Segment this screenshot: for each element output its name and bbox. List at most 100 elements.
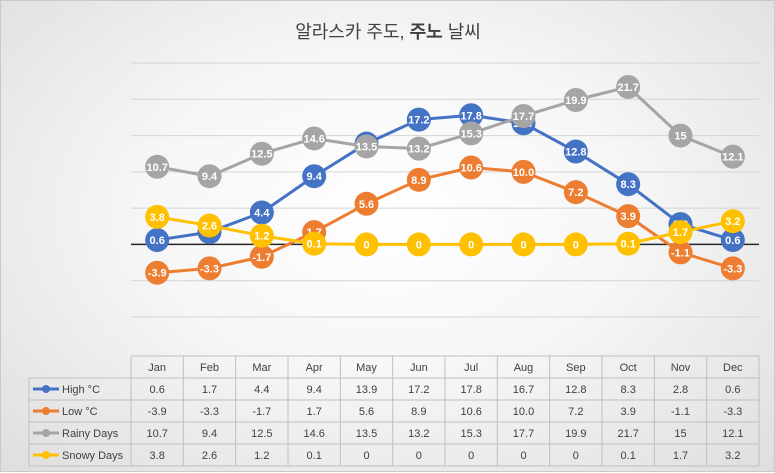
data-label: 0 <box>573 239 579 251</box>
table-cell: 7.2 <box>568 406 583 418</box>
data-label: 3.2 <box>725 216 740 228</box>
series-line <box>156 85 734 178</box>
data-label: -3.3 <box>200 263 219 275</box>
data-label: 19.9 <box>565 95 586 107</box>
table-cell: 17.7 <box>513 428 534 440</box>
title-part: 주노 <box>410 22 443 42</box>
data-point <box>406 107 431 132</box>
table-cell: 1.7 <box>673 450 688 462</box>
data-point <box>406 136 431 161</box>
data-point <box>563 88 588 113</box>
data-label: 3.8 <box>150 212 165 224</box>
x-tick-label: Jan <box>148 362 166 374</box>
data-label: 12.1 <box>722 152 743 164</box>
data-point <box>145 154 170 179</box>
x-tick-label: Aug <box>514 362 534 374</box>
data-point <box>720 209 745 234</box>
data-label: 9.4 <box>202 171 218 183</box>
table-cell: 12.8 <box>565 384 586 396</box>
table-cell: 8.9 <box>411 406 426 418</box>
table-cell: 15 <box>674 428 686 440</box>
x-tick-label: Feb <box>200 362 219 374</box>
data-point <box>563 232 588 257</box>
x-tick-label: May <box>356 362 377 374</box>
data-label: 10.6 <box>460 163 481 175</box>
title-part: 알라스카 주도, <box>295 22 409 42</box>
data-label: 0 <box>468 239 474 251</box>
data-label: -3.3 <box>723 263 742 275</box>
data-point <box>302 126 327 151</box>
data-point <box>197 164 222 189</box>
legend-label: Low °C <box>62 406 98 418</box>
data-point <box>302 231 327 256</box>
table-cell: 0 <box>363 450 369 462</box>
data-label: 12.5 <box>251 149 272 161</box>
data-point <box>720 256 745 281</box>
data-label: 13.5 <box>356 141 377 153</box>
data-point <box>459 232 484 257</box>
data-table: Jan Feb Mar Apr May Jun Jul Aug Sep Oct Nov Dec High… <box>28 355 760 467</box>
data-label: 4.4 <box>254 207 270 219</box>
table-cell: 3.2 <box>725 450 740 462</box>
data-point <box>145 204 170 229</box>
data-point <box>197 213 222 238</box>
table-cell: 10.0 <box>513 406 534 418</box>
series-rainy-days: 10.7 9.4 12.5 14.6 13.5 13.2 15.3 17.7 19.9 21.7 1… <box>145 74 745 189</box>
table-cell: -3.3 <box>723 406 742 418</box>
data-label: 0 <box>520 239 526 251</box>
table-cell: 10.6 <box>460 406 481 418</box>
legend-marker <box>42 407 50 415</box>
data-label: 9.4 <box>307 171 323 183</box>
data-point <box>459 155 484 180</box>
gridlines <box>131 62 759 318</box>
data-label: 15.3 <box>460 128 481 140</box>
data-point <box>197 256 222 281</box>
data-label: 1.7 <box>673 227 688 239</box>
x-tick-label: Jun <box>410 362 428 374</box>
x-tick-label: Oct <box>620 362 637 374</box>
table-cell: 21.7 <box>617 428 638 440</box>
table-cell: 0.6 <box>150 384 165 396</box>
data-label: 0.6 <box>725 235 740 247</box>
data-label: 3.9 <box>621 211 636 223</box>
data-label: 17.2 <box>408 115 429 127</box>
data-label: 0 <box>416 239 422 251</box>
table-cell: -3.9 <box>148 406 167 418</box>
table-cell: 17.8 <box>460 384 481 396</box>
legend-label: Snowy Days <box>62 450 124 462</box>
table-cell: 19.9 <box>565 428 586 440</box>
table-cell: -1.7 <box>252 406 271 418</box>
data-point <box>668 240 693 265</box>
table-cell: 4.4 <box>254 384 269 396</box>
data-label: 7.2 <box>568 187 583 199</box>
data-point <box>616 172 641 197</box>
data-label: 8.9 <box>411 175 426 187</box>
table-cell: 14.6 <box>303 428 324 440</box>
data-label: 12.8 <box>565 147 586 159</box>
data-point <box>249 200 274 225</box>
data-label: 0.1 <box>621 239 636 251</box>
series-layer: 0.61.74.49.413.917.217.816.712.88.32.80.… <box>145 74 745 285</box>
legend-marker <box>42 451 50 459</box>
data-point <box>720 228 745 253</box>
table-cell: -1.1 <box>671 406 690 418</box>
data-label: 21.7 <box>617 82 638 94</box>
data-point <box>511 159 536 184</box>
data-point <box>668 220 693 245</box>
data-label: 1.2 <box>254 231 269 243</box>
data-label: -1.1 <box>671 247 690 259</box>
data-point <box>511 232 536 257</box>
data-point <box>249 141 274 166</box>
data-point <box>406 167 431 192</box>
data-label: 0 <box>363 239 369 251</box>
chart-title-text: 알라스카 주도, 주노 날씨 <box>295 22 481 42</box>
data-point <box>354 191 379 216</box>
data-point <box>249 244 274 269</box>
legend-label: Rainy Days <box>62 428 119 440</box>
data-label: 5.6 <box>359 199 374 211</box>
legend-label: High °C <box>62 384 100 396</box>
data-label: -1.7 <box>252 252 271 264</box>
data-point <box>616 231 641 256</box>
x-tick-label: Apr <box>306 362 323 374</box>
